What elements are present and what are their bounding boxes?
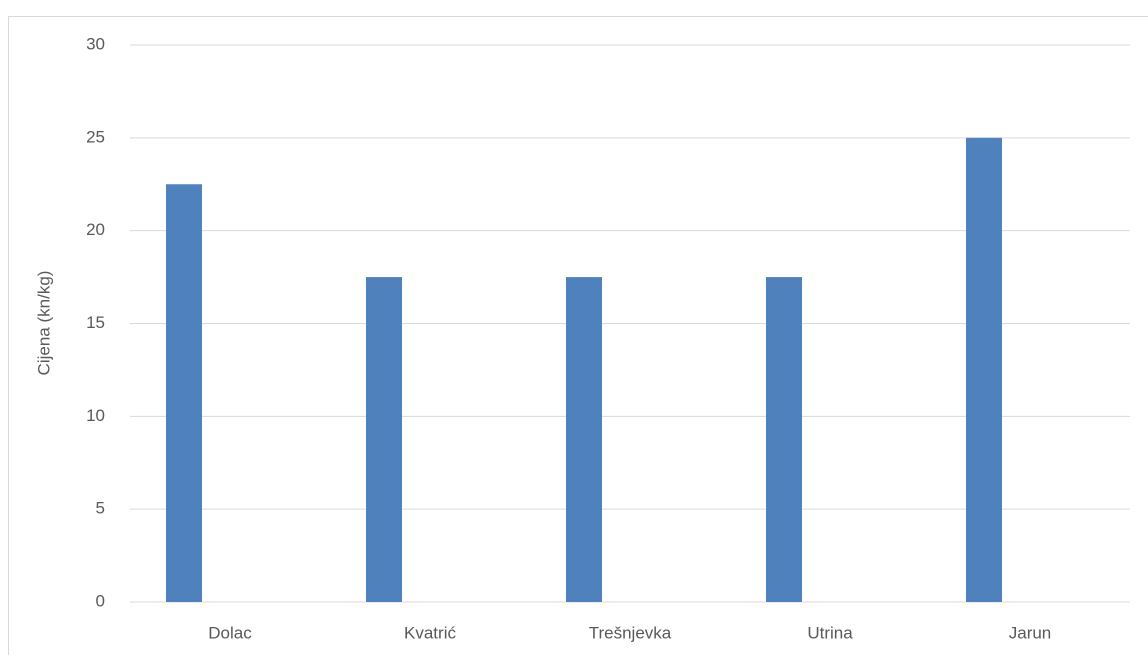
bar	[966, 138, 1002, 602]
bar	[166, 184, 202, 602]
y-tick-label: 10	[86, 406, 105, 425]
y-tick-label: 25	[86, 127, 105, 146]
y-tick-label: 30	[86, 34, 105, 53]
y-tick-label: 0	[96, 591, 105, 610]
bar	[366, 277, 402, 602]
x-tick-label: Trešnjevka	[589, 623, 672, 642]
x-tick-label: Kvatrić	[404, 623, 456, 642]
y-tick-label: 5	[96, 499, 105, 518]
bar	[566, 277, 602, 602]
y-tick-label: 20	[86, 220, 105, 239]
y-tick-label: 15	[86, 313, 105, 332]
y-axis-label: Cijena (kn/kg)	[34, 271, 53, 376]
x-tick-label: Jarun	[1009, 623, 1052, 642]
x-tick-label: Utrina	[807, 623, 853, 642]
bar	[766, 277, 802, 602]
x-tick-label: Dolac	[208, 623, 252, 642]
